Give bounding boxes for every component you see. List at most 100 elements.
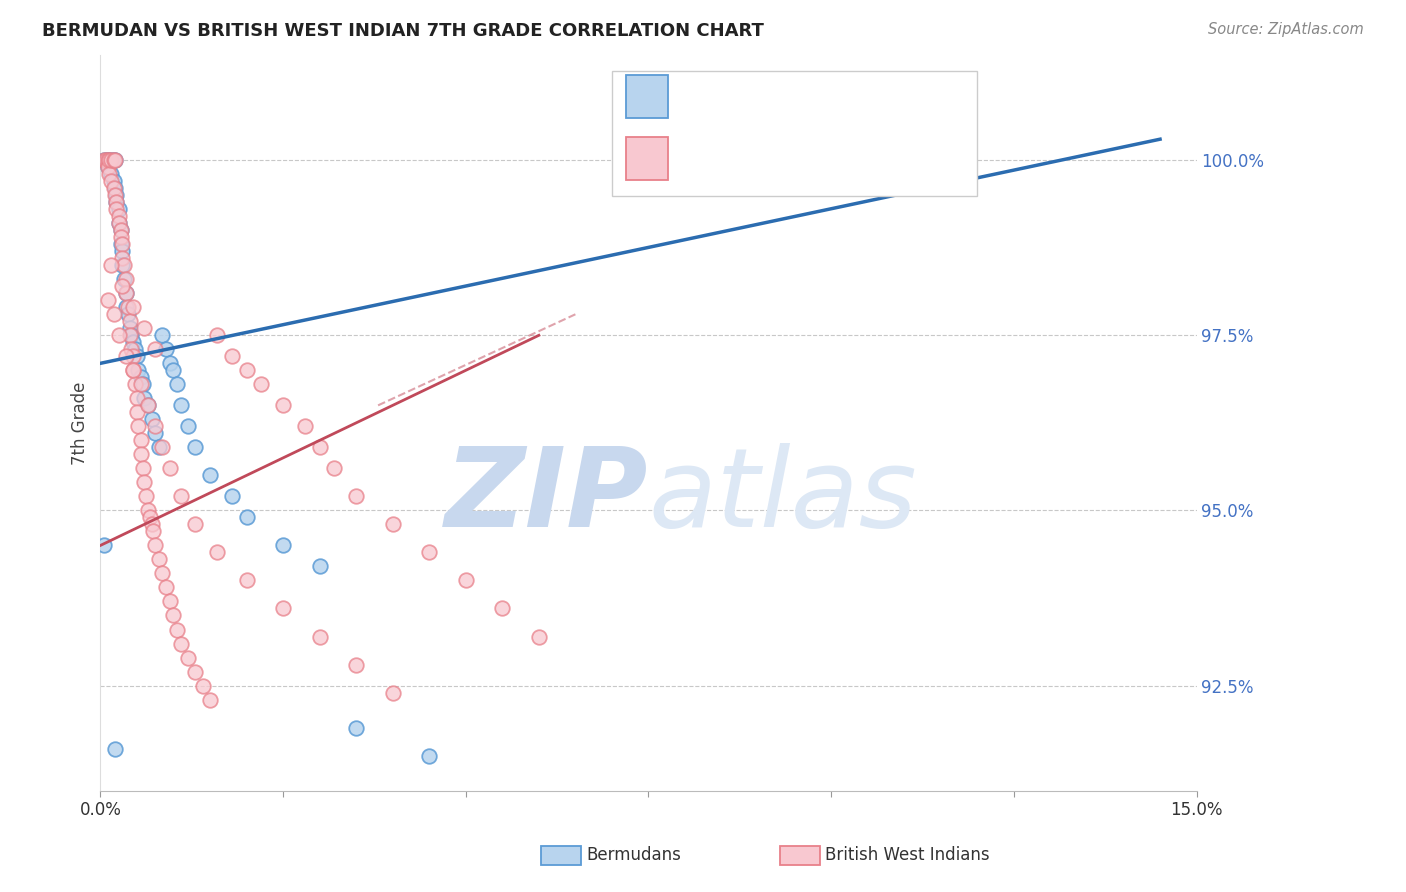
Point: [155, 581, 177, 595]
Point: [107, 216, 129, 230]
Text: 0.178: 0.178: [731, 89, 789, 107]
Point: [125, 405, 148, 419]
Point: [132, 377, 155, 392]
Point: [159, 594, 181, 608]
Point: [136, 503, 159, 517]
Point: [139, 510, 162, 524]
Point: [115, 286, 138, 301]
Point: [122, 301, 145, 315]
Point: [115, 272, 138, 286]
Point: [162, 363, 184, 377]
Point: [344, 721, 367, 735]
Point: [184, 665, 207, 679]
Point: [120, 328, 142, 343]
Point: [129, 434, 152, 448]
Point: [143, 426, 166, 441]
Point: [170, 636, 193, 650]
Point: [152, 441, 174, 455]
Point: [107, 209, 129, 223]
Point: [122, 349, 145, 363]
Point: [100, 153, 122, 168]
Text: 53: 53: [858, 89, 883, 107]
Point: [381, 685, 404, 699]
Point: [136, 398, 159, 412]
Point: [198, 468, 221, 483]
Point: [104, 188, 127, 202]
Point: [184, 441, 207, 455]
Point: [235, 510, 257, 524]
Point: [112, 272, 135, 286]
Point: [93, 538, 115, 552]
Point: [141, 412, 163, 426]
Text: ZIP: ZIP: [444, 443, 648, 549]
Point: [129, 447, 152, 461]
Point: [166, 623, 188, 637]
Text: 92: 92: [858, 152, 883, 169]
Point: [454, 574, 477, 588]
Point: [98, 153, 121, 168]
Point: [127, 363, 149, 377]
Text: Bermudans: Bermudans: [586, 847, 681, 864]
Point: [129, 370, 152, 384]
Point: [166, 377, 188, 392]
Point: [120, 343, 142, 357]
Point: [271, 538, 294, 552]
Point: [103, 307, 125, 321]
Point: [152, 566, 174, 581]
Point: [294, 419, 316, 434]
Point: [308, 559, 330, 574]
Point: [134, 392, 156, 406]
Point: [134, 475, 156, 490]
Point: [136, 398, 159, 412]
Point: [418, 545, 440, 559]
Point: [135, 490, 157, 504]
Point: [191, 679, 214, 693]
Point: [97, 153, 120, 168]
Point: [235, 363, 257, 377]
Point: [159, 356, 181, 370]
Point: [107, 216, 129, 230]
Point: [152, 328, 174, 343]
Point: [170, 398, 193, 412]
Point: [111, 279, 134, 293]
Point: [155, 343, 177, 357]
Point: [124, 343, 146, 357]
Point: [105, 195, 128, 210]
Point: [100, 258, 122, 272]
Point: [103, 153, 125, 168]
Point: [100, 167, 122, 181]
Point: [308, 630, 330, 644]
Point: [93, 153, 115, 168]
Point: [104, 741, 127, 756]
Point: [110, 230, 132, 244]
Point: [103, 153, 125, 168]
Text: Source: ZipAtlas.com: Source: ZipAtlas.com: [1208, 22, 1364, 37]
Point: [344, 657, 367, 672]
Point: [125, 349, 148, 363]
Point: [141, 517, 163, 532]
Point: [134, 321, 156, 335]
Point: [235, 574, 257, 588]
Point: [115, 349, 138, 363]
Point: [198, 692, 221, 706]
Point: [118, 328, 141, 343]
Point: [148, 552, 170, 566]
Point: [100, 174, 122, 188]
Point: [142, 524, 165, 539]
Point: [381, 517, 404, 532]
Point: [308, 441, 330, 455]
Point: [96, 153, 118, 168]
Point: [143, 419, 166, 434]
Point: [103, 181, 125, 195]
Point: [148, 441, 170, 455]
Point: [250, 377, 273, 392]
Point: [127, 419, 149, 434]
Point: [177, 650, 200, 665]
Point: [125, 392, 148, 406]
Point: [143, 343, 166, 357]
Point: [105, 188, 128, 202]
Point: [97, 293, 120, 308]
Point: [107, 328, 129, 343]
Point: [117, 307, 139, 321]
Point: [162, 608, 184, 623]
